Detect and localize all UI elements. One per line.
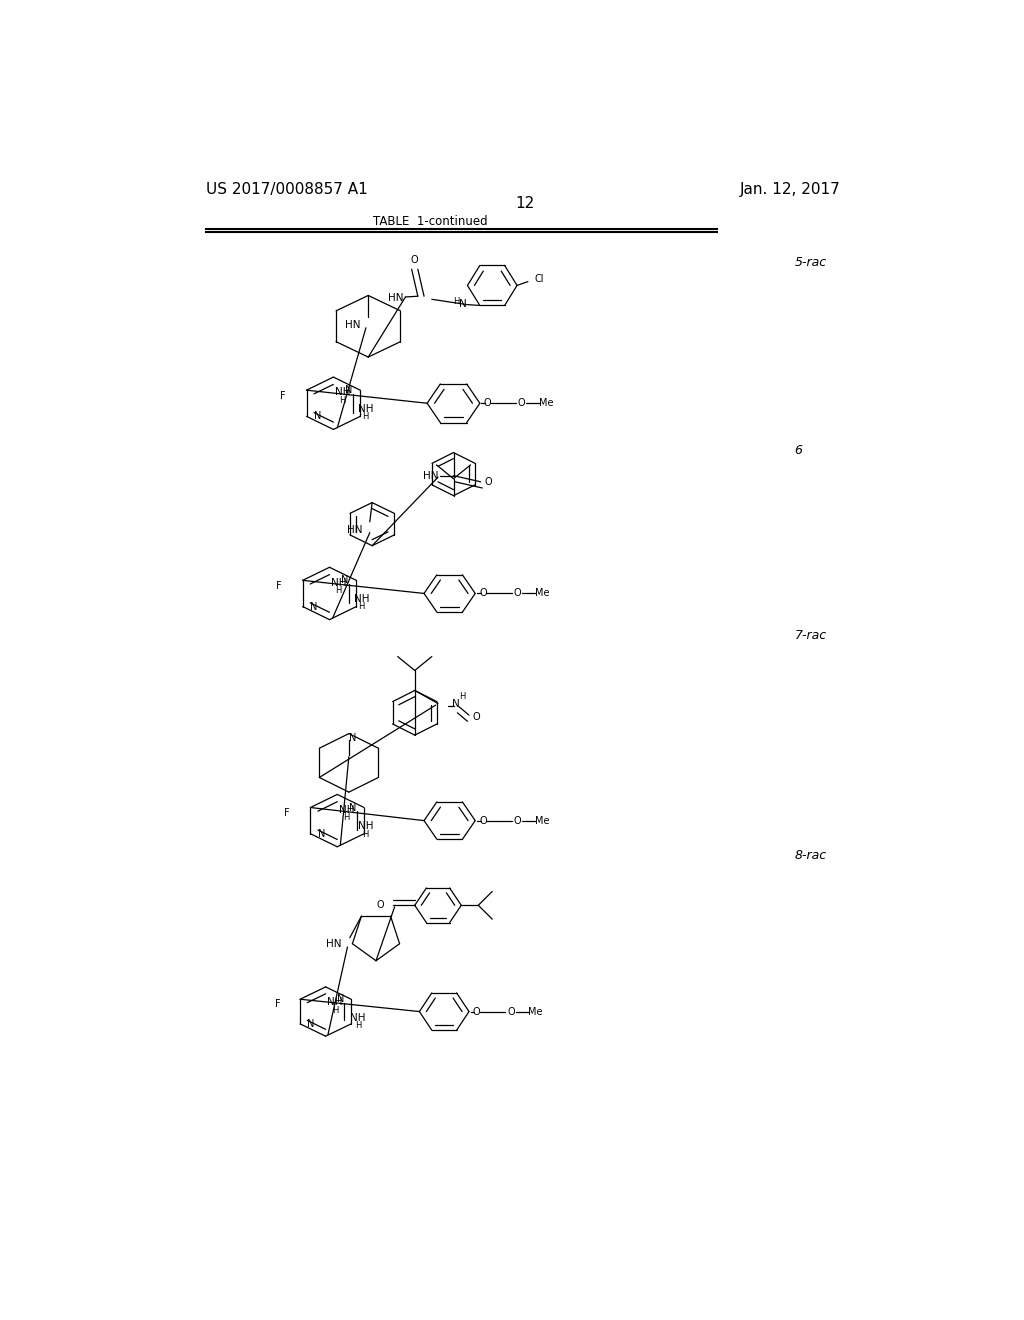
- Text: O: O: [484, 477, 493, 487]
- Text: Jan. 12, 2017: Jan. 12, 2017: [740, 182, 841, 197]
- Text: NH: NH: [335, 388, 350, 397]
- Text: N: N: [318, 829, 326, 838]
- Text: H: H: [459, 692, 465, 701]
- Text: N: N: [459, 298, 467, 309]
- Text: 5-rac: 5-rac: [795, 256, 826, 269]
- Text: H: H: [362, 412, 369, 421]
- Text: H: H: [340, 396, 346, 405]
- Text: NH: NH: [350, 1012, 366, 1023]
- Text: Me: Me: [540, 399, 554, 408]
- Text: H: H: [332, 1006, 338, 1015]
- Text: F: F: [275, 999, 281, 1008]
- Text: Me: Me: [535, 816, 549, 825]
- Text: H: H: [362, 829, 369, 838]
- Text: H: H: [336, 586, 342, 595]
- Text: O: O: [507, 1007, 515, 1016]
- Text: 7-rac: 7-rac: [795, 630, 826, 643]
- Text: N: N: [349, 733, 356, 743]
- Text: Me: Me: [535, 589, 549, 598]
- Text: O: O: [483, 399, 492, 408]
- Text: N: N: [452, 700, 460, 709]
- Text: N: N: [307, 1019, 314, 1028]
- Text: O: O: [473, 711, 480, 722]
- Text: N: N: [341, 576, 349, 585]
- Text: Cl: Cl: [535, 275, 544, 284]
- Text: N: N: [314, 412, 322, 421]
- Text: NH: NH: [358, 821, 374, 832]
- Text: O: O: [376, 900, 384, 911]
- Text: N: N: [349, 803, 356, 813]
- Text: HN: HN: [388, 293, 403, 302]
- Text: N: N: [337, 994, 344, 1005]
- Text: NH: NH: [357, 404, 373, 414]
- Text: O: O: [473, 1007, 480, 1016]
- Text: US 2017/0008857 A1: US 2017/0008857 A1: [206, 182, 368, 197]
- Text: H: H: [343, 813, 350, 822]
- Text: O: O: [479, 816, 486, 825]
- Text: HN: HN: [423, 471, 438, 480]
- Text: NH: NH: [354, 594, 370, 605]
- Text: H: H: [355, 1020, 361, 1030]
- Text: H: H: [358, 602, 365, 611]
- Text: N: N: [345, 385, 352, 395]
- Text: F: F: [275, 581, 282, 591]
- Text: F: F: [280, 391, 286, 400]
- Text: NH: NH: [328, 998, 343, 1007]
- Text: N: N: [310, 602, 317, 611]
- Text: 12: 12: [515, 195, 535, 211]
- Text: O: O: [518, 399, 525, 408]
- Text: H: H: [454, 297, 460, 306]
- Text: 8-rac: 8-rac: [795, 849, 826, 862]
- Text: TABLE  1-continued: TABLE 1-continued: [373, 215, 487, 228]
- Text: 6: 6: [795, 445, 803, 458]
- Text: O: O: [479, 589, 486, 598]
- Text: F: F: [284, 808, 289, 818]
- Text: O: O: [411, 255, 419, 265]
- Text: NH: NH: [339, 805, 354, 814]
- Text: O: O: [513, 589, 521, 598]
- Text: Me: Me: [528, 1007, 543, 1016]
- Text: HN: HN: [347, 524, 362, 535]
- Text: NH: NH: [331, 578, 346, 587]
- Text: HN: HN: [345, 319, 360, 330]
- Text: O: O: [513, 816, 521, 825]
- Text: HN: HN: [326, 939, 341, 949]
